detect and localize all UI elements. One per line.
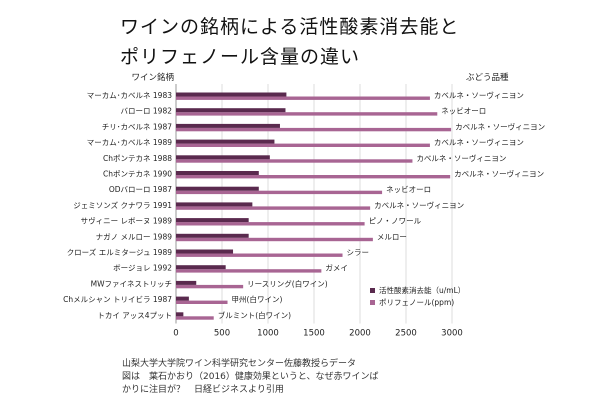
variety-label: カベルネ・ソーヴィニヨン [416,153,506,163]
bar-antioxidant [176,249,234,254]
bar-antioxidant [176,312,184,317]
category-label: サヴィニー レボーヌ 1989 [81,216,173,226]
variety-label: カベルネ・ソーヴィニヨン [434,90,524,100]
source-credit-line-1: 山梨大学大学院ワイン科学研究センター佐藤教授らデータ [122,359,357,369]
legend-label: ポリフェノール(ppm) [379,298,454,307]
variety-label: リースリング(白ワイン) [247,278,328,288]
category-label: チリ･カベルネ 1987 [102,122,172,131]
variety-label: ブルミント(白ワイン) [218,310,291,320]
bar-polyphenol [176,284,244,289]
variety-label: 甲州(白ワイン) [232,294,283,304]
category-label: ジェミソンズ クナワラ 1991 [73,200,172,210]
variety-label: カベルネ・ソーヴィニヨン [374,200,464,210]
source-credit-line-3: かりに注目が？ 日経ビジネスより引用 [122,385,284,395]
bar-antioxidant [176,139,275,144]
bar-polyphenol [176,237,373,242]
variety-label: メルロー [377,232,407,241]
bar-polyphenol [176,143,430,147]
source-credit-line-2: 図は 葉石かおり（2016）健康効果というと、なぜ赤ワインば [122,372,379,382]
category-label: MWファイネストリッチ [91,279,172,288]
bar-antioxidant [176,171,259,175]
category-label: バローロ 1982 [121,107,173,116]
bar-antioxidant [176,155,270,160]
chart-title-line-1: ワインの銘柄による活性酸素消去能と [120,16,460,38]
bar-polyphenol [176,96,430,100]
category-label: ボージョレ 1992 [113,264,172,273]
x-tick-label: 3000 [441,329,463,339]
bar-polyphenol [176,316,214,320]
bar-polyphenol [176,206,371,210]
category-label: Chポンテカネ 1988 [103,154,172,163]
bar-polyphenol [176,159,413,163]
category-label: トカイ アッス4プット [97,311,172,320]
bar-antioxidant [176,202,253,207]
bar-polyphenol [176,190,383,195]
category-label: マーカム･カベルネ 1983 [87,91,172,100]
x-tick-label: 2000 [349,329,371,339]
legend-swatch [370,300,375,305]
chart-title-line-2: ポリフェノール含量の違い [120,46,361,68]
bar-antioxidant [176,186,259,191]
category-label: ナガノ メルロー 1989 [96,231,173,241]
x-tick-label: 2500 [395,329,417,339]
bar-antioxidant [176,280,197,285]
bar-antioxidant [176,218,249,223]
variety-label: ピノ・ノワール [369,217,422,226]
variety-label: ネッビオーロ [441,107,486,116]
category-label: Chメルシャン トリイビラ 1987 [63,295,172,304]
bar-polyphenol [176,222,365,226]
category-label: マーカム･カベルネ 1989 [87,138,172,147]
bar-polyphenol [176,175,451,179]
bar-antioxidant [176,265,226,270]
x-tick-label: 1500 [303,329,325,339]
variety-label: ネッビオーロ [386,185,431,194]
bar-antioxidant [176,92,287,97]
category-label: クローズ エルミタージュ 1989 [67,247,173,257]
bar-antioxidant [176,108,286,113]
bar-antioxidant [176,296,189,301]
bar-antioxidant [176,123,280,128]
category-label: ODバローロ 1987 [109,185,172,194]
bar-polyphenol [176,127,452,132]
bar-polyphenol [176,300,228,304]
category-label: Chポンテカネ 1990 [103,170,172,179]
x-tick-label: 500 [214,329,230,339]
bar-polyphenol [176,253,343,257]
right-column-header: ぶどう品種 [466,72,509,83]
legend-swatch [370,288,375,293]
left-column-header: ワイン銘柄 [131,72,174,83]
variety-label: カベルネ・ソーヴィニヨン [454,169,544,179]
bar-polyphenol [176,269,322,273]
x-tick-label: 1000 [257,329,279,339]
bar-antioxidant [176,233,249,238]
variety-label: カベルネ・ソーヴィニヨン [434,137,524,147]
legend-label: 活性酸素消去能（u/mL） [379,285,465,295]
variety-label: ガメイ [325,263,348,273]
variety-label: カベルネ・ソーヴィニヨン [455,121,545,131]
x-tick-label: 0 [173,329,178,339]
variety-label: シラー [347,248,370,257]
bar-polyphenol [176,112,438,116]
